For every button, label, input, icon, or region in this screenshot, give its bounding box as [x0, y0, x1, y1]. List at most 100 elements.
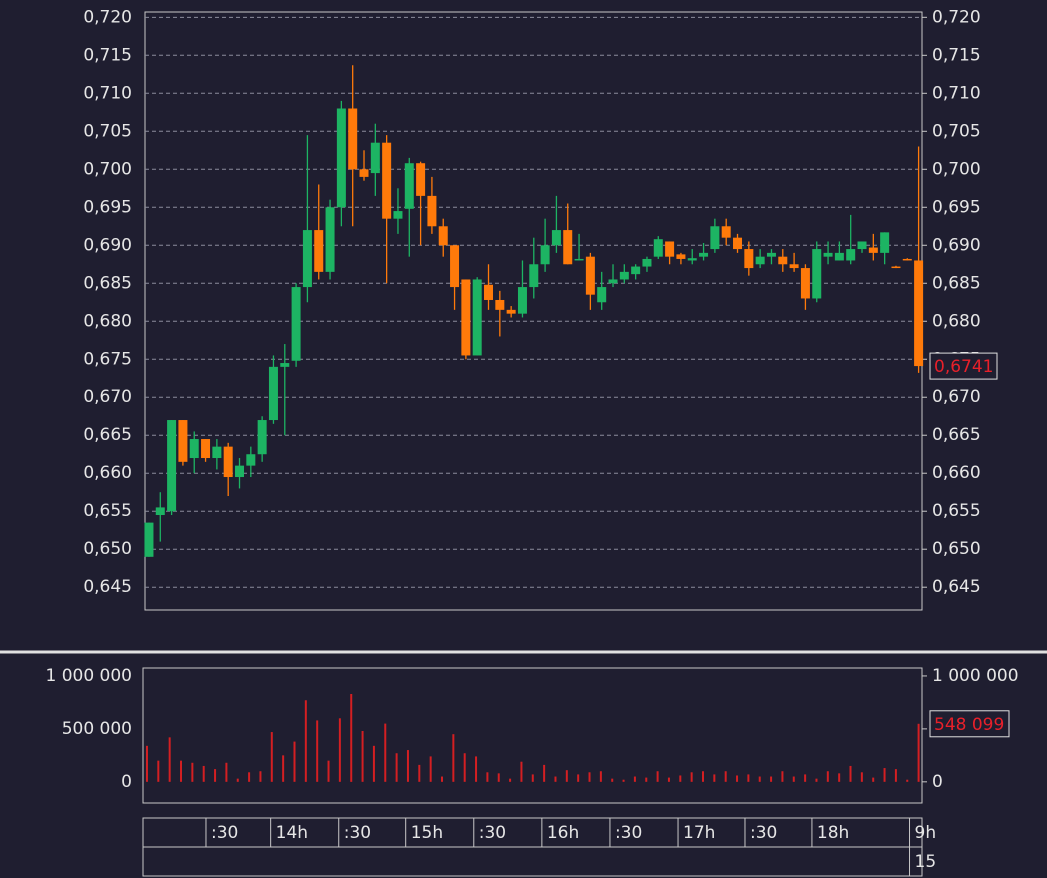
candle-body	[201, 439, 211, 459]
candle-body	[155, 507, 165, 516]
candle-body	[359, 169, 369, 177]
candle-body	[676, 254, 686, 259]
candle-body	[506, 309, 516, 314]
candle-body	[336, 108, 346, 208]
y-tick-label-left: 0,690	[83, 235, 132, 255]
y-tick-label-right: 0,690	[932, 235, 981, 255]
candle-body	[178, 420, 188, 462]
candle-body	[517, 287, 527, 314]
candle-body	[461, 279, 471, 356]
y-tick-label-left: 0,645	[83, 577, 132, 597]
candle-body	[551, 230, 561, 246]
candle-body	[857, 241, 867, 250]
candle-body	[144, 522, 154, 557]
candle-body	[167, 420, 177, 512]
y-tick-label-right: 0,680	[932, 311, 981, 331]
y-tick-label-right: 0	[932, 772, 943, 792]
y-tick-label-left: 0,720	[83, 7, 132, 27]
y-tick-label-right: 0,715	[932, 45, 981, 65]
candle-body	[891, 266, 901, 269]
y-tick-label-right: 1 000 000	[932, 666, 1019, 686]
candle-body	[302, 230, 312, 288]
candle-body	[574, 258, 584, 261]
y-tick-label-left: 0,665	[83, 425, 132, 445]
y-tick-label-left: 0,705	[83, 121, 132, 141]
y-tick-label-right: 0,650	[932, 539, 981, 559]
candle-body	[834, 252, 844, 261]
candle-body	[880, 232, 890, 253]
y-tick-label-left: 0,650	[83, 539, 132, 559]
y-tick-label-left: 0	[121, 772, 132, 792]
candle-body	[416, 163, 426, 196]
y-tick-label-right: 0,710	[932, 83, 981, 103]
candle-body	[823, 252, 833, 257]
y-tick-label-left: 0,695	[83, 197, 132, 217]
candle-body	[778, 256, 788, 265]
candle-body	[699, 252, 709, 257]
candle-body	[710, 226, 720, 250]
candle-body	[212, 446, 222, 459]
x-tick-label: 17h	[683, 823, 715, 843]
candle-body	[789, 264, 799, 269]
candle-body	[846, 249, 856, 261]
candle-body	[619, 271, 629, 280]
candle-body	[653, 239, 663, 257]
candle-body	[348, 108, 358, 170]
candle-body	[721, 226, 731, 238]
x-tick-label: 9h	[915, 823, 937, 843]
y-tick-label-left: 0,715	[83, 45, 132, 65]
candle-body	[766, 252, 776, 257]
candle-body	[755, 256, 765, 265]
candle-body	[687, 258, 697, 261]
y-tick-label-left: 500 000	[62, 719, 132, 739]
x-tick-label: :30	[750, 823, 777, 843]
y-tick-label-right: 0,695	[932, 197, 981, 217]
candle-body	[393, 211, 403, 219]
last-volume-box	[929, 710, 1010, 738]
x-tick-label: 14h	[276, 823, 308, 843]
last-volume-label: 548 099	[934, 715, 1004, 735]
y-tick-label-left: 0,660	[83, 463, 132, 483]
y-tick-label-left: 0,680	[83, 311, 132, 331]
y-tick-label-right: 0,720	[932, 7, 981, 27]
candle-body	[902, 258, 912, 261]
y-tick-label-left: 0,655	[83, 501, 132, 521]
candle-body	[404, 163, 414, 209]
x-tick-label: 15h	[411, 823, 443, 843]
candle-body	[631, 266, 641, 275]
x-tick-label: 18h	[817, 823, 849, 843]
candle-body	[733, 237, 743, 250]
candle-body	[472, 279, 482, 356]
candle-body	[257, 420, 267, 455]
candle-body	[800, 268, 810, 299]
y-tick-label-left: 1 000 000	[45, 666, 132, 686]
last-price-box	[929, 352, 998, 380]
x-tick-label: :30	[344, 823, 371, 843]
y-tick-label-left: 0,685	[83, 273, 132, 293]
candle-body	[563, 230, 573, 265]
candle-body	[291, 287, 301, 361]
candle-body	[223, 446, 233, 478]
candle-body	[370, 142, 380, 174]
candle-body	[608, 279, 618, 284]
x-tick-label: 16h	[547, 823, 579, 843]
y-tick-label-left: 0,675	[83, 349, 132, 369]
x-tick-label: :30	[479, 823, 506, 843]
candle-body	[597, 287, 607, 303]
y-tick-label-right: 0,660	[932, 463, 981, 483]
x-tick-label: :30	[211, 823, 238, 843]
candle-body	[280, 363, 290, 367]
last-price-label: 0,6741	[934, 357, 993, 377]
candle-body	[382, 142, 392, 219]
y-tick-label-right: 0,645	[932, 577, 981, 597]
candle-body	[427, 195, 437, 227]
candle-body	[642, 258, 652, 267]
candle-body	[540, 245, 550, 265]
y-tick-label-right: 0,655	[932, 501, 981, 521]
y-tick-label-right: 0,685	[932, 273, 981, 293]
y-tick-label-left: 0,700	[83, 159, 132, 179]
date-label: 15	[915, 852, 937, 872]
candle-body	[450, 245, 460, 288]
candle-body	[585, 256, 595, 295]
candle-body	[529, 264, 539, 288]
